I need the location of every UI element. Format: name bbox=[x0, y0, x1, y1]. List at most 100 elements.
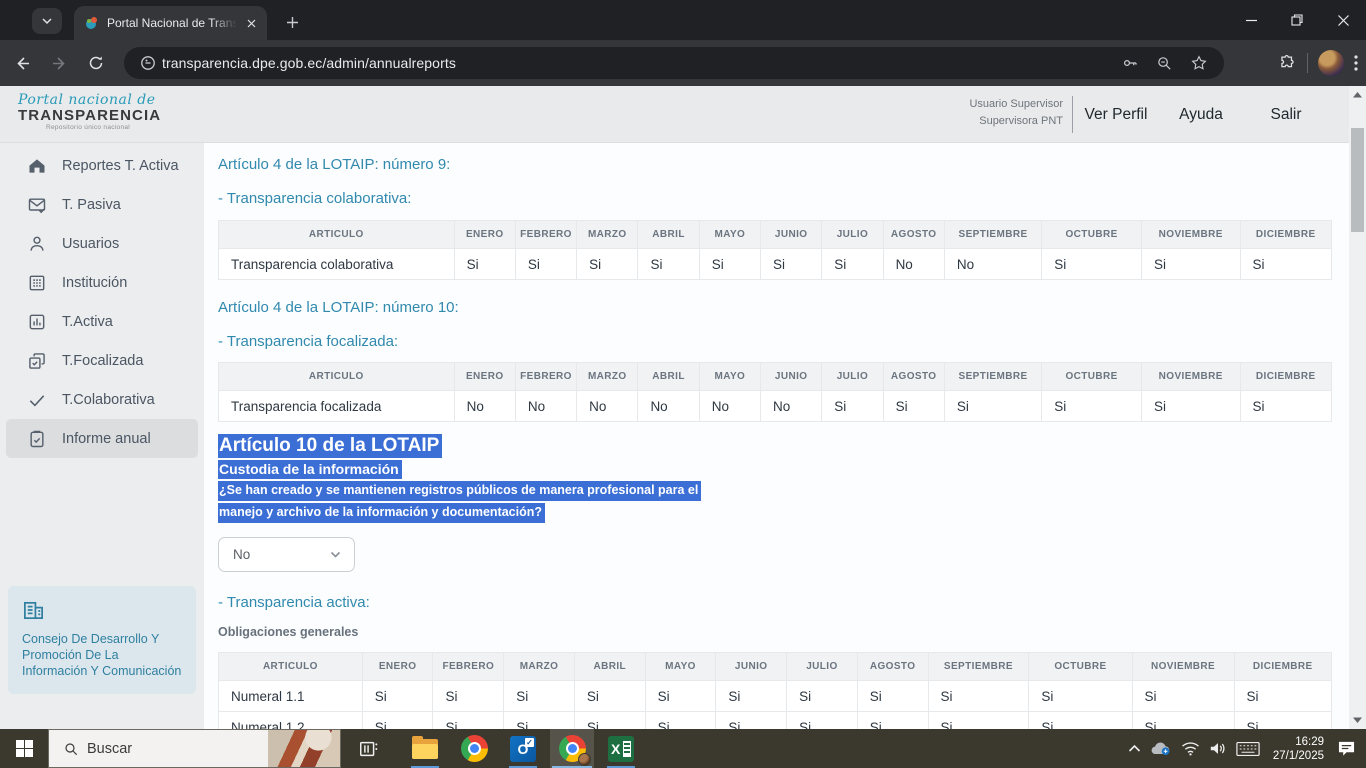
start-icon bbox=[15, 740, 33, 757]
taskbar-search[interactable]: Buscar bbox=[48, 729, 341, 768]
month-value-cell: Si bbox=[1028, 680, 1133, 712]
column-header-month: FEBRERO bbox=[514, 220, 578, 249]
forward-icon[interactable] bbox=[44, 48, 74, 78]
browser-tabstrip: Portal Nacional de Transparenci bbox=[0, 0, 1366, 40]
chrome-icon bbox=[460, 735, 488, 762]
tray-clock[interactable]: 16:29 27/1/2025 bbox=[1273, 735, 1324, 763]
new-tab-button[interactable] bbox=[280, 10, 304, 34]
sidebar-item-tactiva[interactable]: T.Activa bbox=[6, 302, 198, 341]
close-icon[interactable] bbox=[1320, 0, 1366, 40]
volume-icon[interactable] bbox=[1209, 741, 1227, 756]
header-divider bbox=[1072, 96, 1073, 133]
table-row: Transparencia focalizada No No No No No No Si Si… bbox=[218, 390, 1333, 422]
keyboard-icon[interactable] bbox=[1236, 741, 1260, 757]
page: Portal nacional de TRANSPARENCIA Reposit… bbox=[0, 86, 1366, 729]
sidebar-item-institucion[interactable]: Institución bbox=[6, 263, 198, 302]
month-value-cell: Si bbox=[453, 248, 516, 280]
month-value-cell: Si bbox=[943, 390, 1043, 422]
bookmark-star-icon[interactable] bbox=[1190, 54, 1208, 72]
minimize-icon[interactable] bbox=[1228, 0, 1274, 40]
column-header-month: DICIEMBRE bbox=[1233, 652, 1333, 681]
section-subtitle-focalizada: - Transparencia focalizada: bbox=[218, 333, 399, 350]
section-subtitle-activa: - Transparencia activa: bbox=[218, 594, 370, 611]
column-header-month: AGOSTO bbox=[882, 362, 945, 391]
taskbar: Buscar O ✓ X 16:29 27/1/2025 bbox=[0, 729, 1366, 768]
table-row: Numeral 1.1 Si Si Si Si Si Si Si Si Si Si Si Si bbox=[218, 680, 1333, 712]
excel-button[interactable]: X bbox=[599, 729, 643, 768]
scrollbar-thumb[interactable] bbox=[1351, 128, 1364, 232]
search-highlight-image[interactable] bbox=[268, 730, 340, 767]
month-value-cell: Si bbox=[821, 248, 884, 280]
onedrive-icon[interactable] bbox=[1150, 741, 1172, 756]
tab-search-button[interactable] bbox=[32, 8, 62, 34]
site-info-icon[interactable] bbox=[140, 55, 156, 71]
file-explorer-button[interactable] bbox=[403, 729, 447, 768]
selection-title: Artículo 10 de la LOTAIP bbox=[218, 434, 443, 458]
month-value-cell: Si bbox=[1233, 680, 1333, 712]
column-header-month: DICIEMBRE bbox=[1239, 362, 1333, 391]
scroll-down-icon[interactable] bbox=[1349, 713, 1366, 727]
menu-ver-perfil[interactable]: Ver Perfil bbox=[1084, 105, 1148, 123]
column-header-month: JUNIO bbox=[759, 220, 823, 249]
start-button[interactable] bbox=[0, 729, 48, 768]
search-placeholder: Buscar bbox=[87, 740, 133, 757]
tab-close-icon[interactable] bbox=[243, 15, 259, 31]
chrome-button[interactable] bbox=[452, 729, 496, 768]
sidebar-item-label: T.Activa bbox=[62, 313, 113, 330]
notification-icon[interactable] bbox=[1337, 740, 1356, 757]
month-value-cell: No bbox=[882, 248, 945, 280]
column-header-month: MARZO bbox=[576, 362, 639, 391]
sidebar-item-tcolaborativa[interactable]: T.Colaborativa bbox=[6, 380, 198, 419]
sidebar-item-pasiva[interactable]: T. Pasiva bbox=[6, 185, 198, 224]
profile-avatar[interactable] bbox=[1318, 50, 1344, 76]
month-value-cell: Si bbox=[821, 390, 884, 422]
month-value-cell: Si bbox=[856, 711, 929, 729]
task-view-button[interactable] bbox=[347, 729, 391, 768]
sidebar-item-reportes[interactable]: Reportes T. Activa bbox=[6, 146, 198, 185]
outlook-button[interactable]: O ✓ bbox=[501, 729, 545, 768]
check-icon bbox=[27, 390, 47, 410]
custodia-dropdown[interactable]: No bbox=[218, 537, 355, 572]
tab-title: Portal Nacional de Transparenci bbox=[107, 16, 237, 30]
menu-dots-icon[interactable] bbox=[1354, 55, 1358, 71]
column-header-month: OCTUBRE bbox=[1028, 652, 1133, 681]
month-value-cell: Si bbox=[856, 680, 929, 712]
url-bar[interactable]: transparencia.dpe.gob.ec/admin/annualrep… bbox=[124, 47, 1224, 79]
column-header-month: NOVIEMBRE bbox=[1131, 652, 1235, 681]
month-value-cell: Si bbox=[361, 711, 434, 729]
browser-tab[interactable]: Portal Nacional de Transparenci bbox=[74, 6, 267, 40]
month-value-cell: Si bbox=[432, 680, 505, 712]
file-explorer-icon bbox=[412, 735, 438, 759]
system-tray: 16:29 27/1/2025 bbox=[1128, 729, 1366, 768]
sidebar-item-usuarios[interactable]: Usuarios bbox=[6, 224, 198, 263]
sidebar-item-label: T.Focalizada bbox=[62, 352, 144, 369]
tray-chevron-icon[interactable] bbox=[1128, 744, 1141, 753]
url-text: transparencia.dpe.gob.ec/admin/annualrep… bbox=[162, 55, 456, 71]
menu-ayuda[interactable]: Ayuda bbox=[1179, 105, 1223, 123]
user-icon bbox=[27, 234, 47, 254]
menu-salir[interactable]: Salir bbox=[1270, 105, 1302, 123]
restore-icon[interactable] bbox=[1274, 0, 1320, 40]
zoom-icon[interactable] bbox=[1156, 55, 1173, 72]
reload-icon[interactable] bbox=[81, 48, 111, 78]
month-value-cell: No bbox=[576, 390, 639, 422]
page-scrollbar[interactable] bbox=[1349, 86, 1366, 729]
key-icon[interactable] bbox=[1121, 54, 1139, 72]
scroll-up-icon[interactable] bbox=[1349, 88, 1366, 102]
chrome-active-button[interactable] bbox=[550, 729, 594, 768]
column-header-month: FEBRERO bbox=[514, 362, 578, 391]
column-header-articulo: ARTICULO bbox=[218, 652, 363, 681]
bar-chart-icon bbox=[27, 312, 47, 332]
column-header-month: JULIO bbox=[786, 652, 858, 681]
logo-main-text: TRANSPARENCIA bbox=[18, 107, 162, 124]
building-icon bbox=[27, 273, 47, 293]
extensions-icon[interactable] bbox=[1278, 54, 1297, 73]
browser-toolbar: transparencia.dpe.gob.ec/admin/annualrep… bbox=[0, 40, 1366, 86]
back-icon[interactable] bbox=[7, 48, 37, 78]
main-content: Artículo 4 de la LOTAIP: número 9: - Tra… bbox=[204, 143, 1347, 729]
sidebar-item-informe-anual[interactable]: Informe anual bbox=[6, 419, 198, 458]
sidebar-item-tfocalizada[interactable]: T.Focalizada bbox=[6, 341, 198, 380]
month-value-cell: Si bbox=[576, 248, 639, 280]
sidebar: Reportes T. Activa T. Pasiva Usuarios In… bbox=[0, 143, 204, 729]
wifi-icon[interactable] bbox=[1181, 741, 1200, 756]
